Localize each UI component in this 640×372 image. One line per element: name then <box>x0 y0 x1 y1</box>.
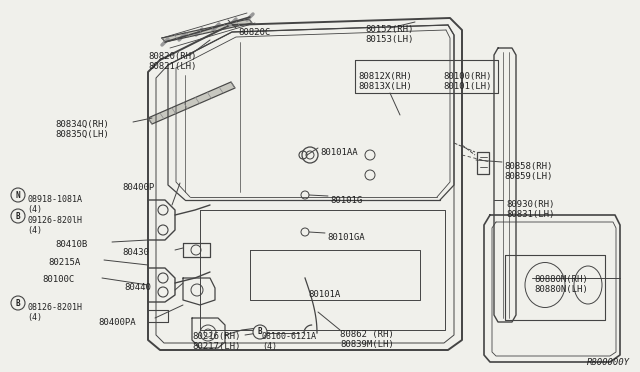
Polygon shape <box>148 82 235 124</box>
Bar <box>477 152 489 174</box>
Text: N: N <box>16 190 20 199</box>
Text: 80930(RH)
80831(LH): 80930(RH) 80831(LH) <box>506 200 554 219</box>
Text: B: B <box>258 327 262 337</box>
Text: 80400P: 80400P <box>122 183 154 192</box>
Text: 80216(RH)
80217(LH): 80216(RH) 80217(LH) <box>192 332 241 352</box>
Text: R800000Y: R800000Y <box>587 358 630 367</box>
Text: 80100(RH)
80101(LH): 80100(RH) 80101(LH) <box>443 72 492 92</box>
Circle shape <box>11 209 25 223</box>
Circle shape <box>11 296 25 310</box>
Text: 80400PA: 80400PA <box>98 318 136 327</box>
Text: 80100C: 80100C <box>42 275 74 284</box>
Text: 80430: 80430 <box>122 248 149 257</box>
Text: 80862 (RH)
80839M(LH): 80862 (RH) 80839M(LH) <box>340 330 394 349</box>
Circle shape <box>253 325 267 339</box>
Text: 80101A: 80101A <box>308 290 340 299</box>
Text: 80834Q(RH)
80835Q(LH): 80834Q(RH) 80835Q(LH) <box>55 120 109 140</box>
Text: 80101GA: 80101GA <box>327 233 365 242</box>
Text: B: B <box>16 298 20 308</box>
Polygon shape <box>162 19 252 42</box>
Circle shape <box>11 188 25 202</box>
Text: 80812X(RH)
80813X(LH): 80812X(RH) 80813X(LH) <box>358 72 412 92</box>
Text: 08126-8201H
(4): 08126-8201H (4) <box>27 303 82 323</box>
Text: 80440: 80440 <box>124 283 151 292</box>
Text: 80215A: 80215A <box>48 258 80 267</box>
Text: 08160-6121A
(4): 08160-6121A (4) <box>262 332 317 352</box>
Text: 08918-1081A
(4): 08918-1081A (4) <box>27 195 82 214</box>
Text: B: B <box>16 212 20 221</box>
Text: 09126-820lH
(4): 09126-820lH (4) <box>27 216 82 235</box>
Text: 80820C: 80820C <box>238 28 270 37</box>
Text: 80101G: 80101G <box>330 196 362 205</box>
Text: 80410B: 80410B <box>55 240 87 249</box>
Text: 80101AA: 80101AA <box>320 148 358 157</box>
Text: 80880M(RH)
80880N(LH): 80880M(RH) 80880N(LH) <box>534 275 588 294</box>
Text: 80152(RH)
80153(LH): 80152(RH) 80153(LH) <box>365 25 413 44</box>
Text: 80820(RH)
80821(LH): 80820(RH) 80821(LH) <box>148 52 196 71</box>
Text: 80858(RH)
80859(LH): 80858(RH) 80859(LH) <box>504 162 552 182</box>
